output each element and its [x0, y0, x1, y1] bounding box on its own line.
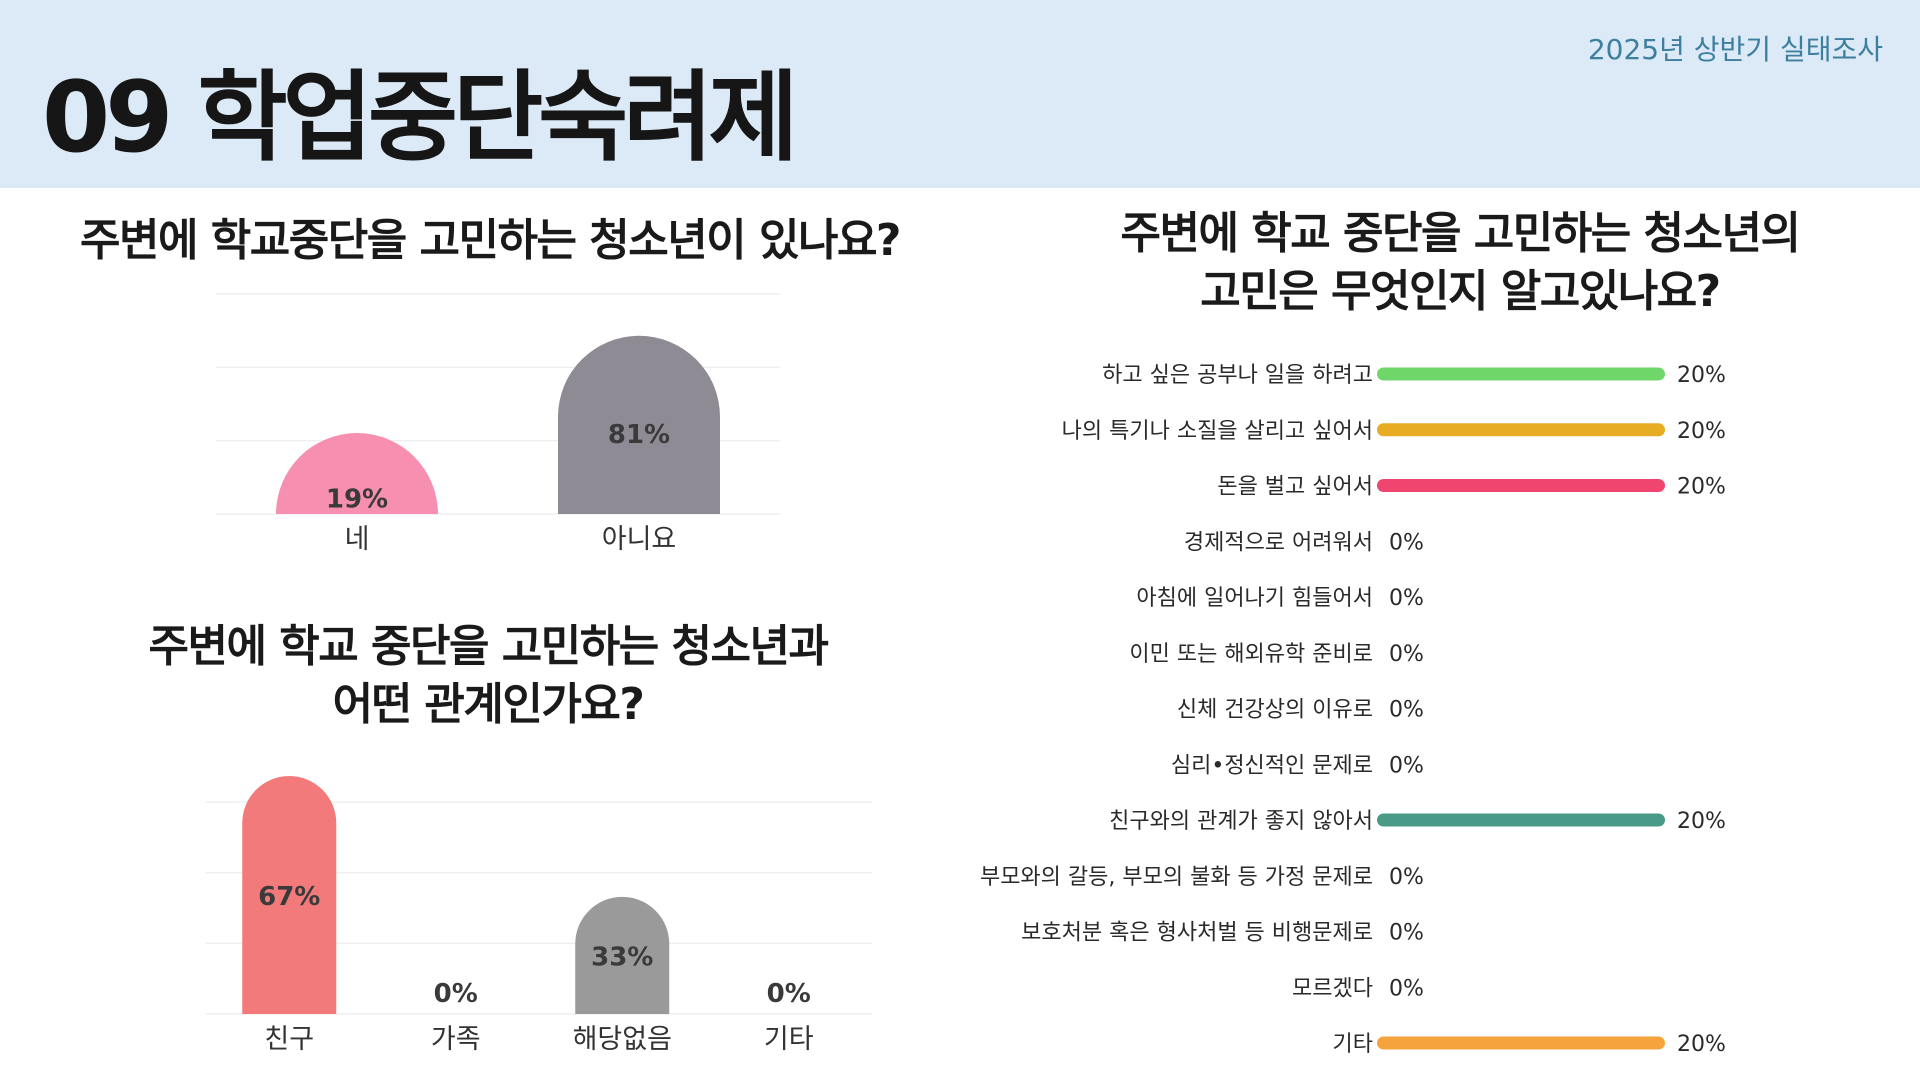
chart3-category-label-6: 신체 건강상의 이유로 — [1177, 698, 1373, 723]
chart1-title: 주변에 학교중단을 고민하는 청소년이 있나요? — [80, 215, 901, 266]
chart3-value-label-5: 0% — [1389, 642, 1424, 667]
chart3-bar-12 — [1377, 1036, 1665, 1050]
chart3-category-label-12: 기타 — [1333, 1032, 1373, 1057]
chart3-value-label-9: 0% — [1389, 865, 1424, 890]
chart3-category-label-5: 이민 또는 해외유학 준비로 — [1129, 642, 1373, 667]
chart3-category-label-10: 보호처분 혹은 형사처벌 등 비행문제로 — [1021, 921, 1373, 946]
chart2-category-label-3: 기타 — [764, 1024, 814, 1055]
chart3-value-label-7: 0% — [1389, 753, 1424, 778]
chart1-value-label-0: 19% — [326, 484, 388, 514]
chart3-value-label-6: 0% — [1389, 698, 1424, 723]
chart3-title: 주변에 학교 중단을 고민하는 청소년의 고민은 무엇인지 알고있나요? — [1120, 208, 1801, 317]
survey-label: 2025년 상반기 실태조사 — [1587, 33, 1883, 66]
chart3-bar-8 — [1377, 813, 1665, 827]
chart2-bar-2 — [575, 896, 670, 1014]
chart3-category-label-0: 하고 싶은 공부나 일을 하려고 — [1102, 363, 1373, 388]
chart1-value-label-1: 81% — [608, 420, 670, 450]
chart2-title: 주변에 학교 중단을 고민하는 청소년과 어떤 관계인가요? — [148, 621, 829, 730]
chart3-category-label-8: 친구와의 관계가 좋지 않아서 — [1109, 809, 1373, 834]
chart3-category-label-1: 나의 특기나 소질을 살리고 싶어서 — [1062, 419, 1373, 444]
chart2-value-label-1: 0% — [434, 979, 478, 1009]
chart2-value-label-0: 67% — [258, 882, 320, 912]
chart3-category-label-2: 돈을 벌고 싶어서 — [1217, 475, 1373, 500]
chart3-value-label-12: 20% — [1677, 1032, 1726, 1057]
chart3-category-label-7: 심리•정신적인 문제로 — [1171, 753, 1373, 778]
chart3-value-label-8: 20% — [1677, 809, 1726, 834]
page-title: 09 학업중단숙려제 — [42, 61, 799, 175]
chart3-value-label-4: 0% — [1389, 586, 1424, 611]
chart3-bar-1 — [1377, 423, 1665, 437]
chart3-value-label-0: 20% — [1677, 363, 1726, 388]
chart3-value-label-2: 20% — [1677, 475, 1726, 500]
chart3-value-label-1: 20% — [1677, 419, 1726, 444]
chart2-category-label-1: 가족 — [431, 1024, 481, 1055]
chart3-bar-2 — [1377, 479, 1665, 492]
chart2-category-label-0: 친구 — [264, 1024, 314, 1055]
chart1-bar-0 — [276, 433, 438, 514]
chart2-category-label-2: 해당없음 — [573, 1024, 672, 1055]
chart3-value-label-10: 0% — [1389, 921, 1424, 946]
chart3-value-label-3: 0% — [1389, 530, 1424, 555]
chart3-category-label-11: 모르겠다 — [1292, 976, 1373, 1001]
chart1-category-label-1: 아니요 — [602, 524, 677, 555]
chart2-bar-0 — [242, 776, 337, 1014]
header-banner — [0, 0, 1920, 188]
chart3-category-label-9: 부모와의 갈등, 부모의 불화 등 가정 문제로 — [980, 865, 1373, 890]
chart3-value-label-11: 0% — [1389, 976, 1424, 1001]
chart2-value-label-2: 33% — [591, 942, 653, 972]
chart2-value-label-3: 0% — [767, 979, 811, 1009]
chart1-bar-1 — [558, 335, 720, 514]
chart1-category-label-0: 네 — [345, 524, 370, 555]
chart3-category-label-3: 경제적으로 어려워서 — [1184, 530, 1373, 555]
chart3-category-label-4: 아침에 일어나기 힘들어서 — [1136, 586, 1373, 611]
chart3-bar-0 — [1377, 367, 1665, 381]
